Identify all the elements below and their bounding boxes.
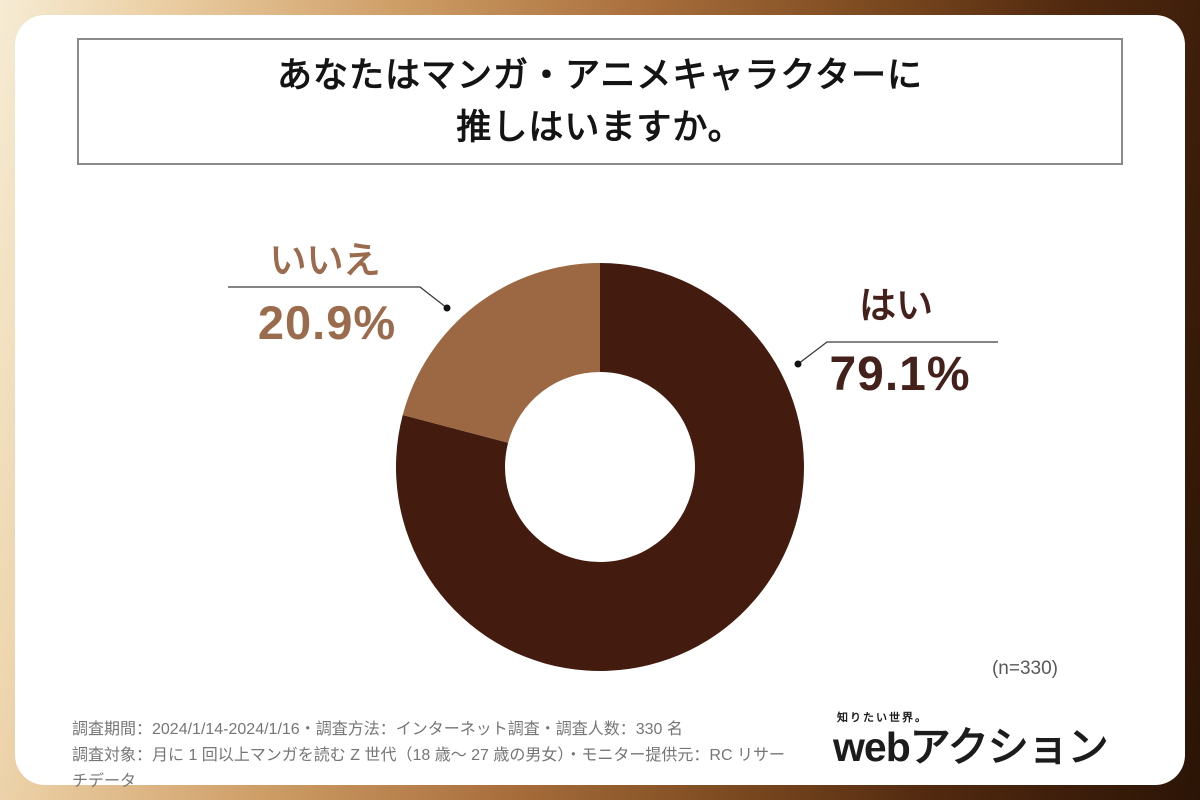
survey-question-box: あなたはマンガ・アニメキャラクターに 推しはいますか。 xyxy=(77,38,1123,165)
survey-question-line1: あなたはマンガ・アニメキャラクターに xyxy=(277,55,923,95)
brand-name: webアクション xyxy=(833,724,1109,770)
sample-size-note: (n=330) xyxy=(991,658,1059,679)
label-yes: はい xyxy=(859,285,933,326)
brand-logo: 知りたい世界。 webアクション xyxy=(833,709,1133,770)
infographic-card: あなたはマンガ・アニメキャラクターに 推しはいますか。 いいえ 20.9% はい… xyxy=(15,15,1185,790)
donut-slice-yes xyxy=(395,263,804,671)
survey-methodology-line1: 調査期間：2024/1/14-2024/1/16・調査方法：インターネット調査・… xyxy=(72,721,683,738)
survey-question-line2: 推しはいますか。 xyxy=(456,107,744,147)
value-no: 20.9% xyxy=(257,296,397,349)
value-yes: 79.1% xyxy=(829,348,971,401)
survey-methodology-notes: 調査期間：2024/1/14-2024/1/16・調査方法：インターネット調査・… xyxy=(72,717,792,795)
leader-dot-no xyxy=(443,304,451,312)
donut-slice-no xyxy=(402,263,600,443)
label-no: いいえ xyxy=(269,240,381,281)
brand-tagline: 知りたい世界。 xyxy=(837,712,928,724)
survey-methodology-line2: 調査対象：月に 1 回以上マンガを読む Z 世代（18 歳〜 27 歳の男女）・… xyxy=(72,747,785,790)
